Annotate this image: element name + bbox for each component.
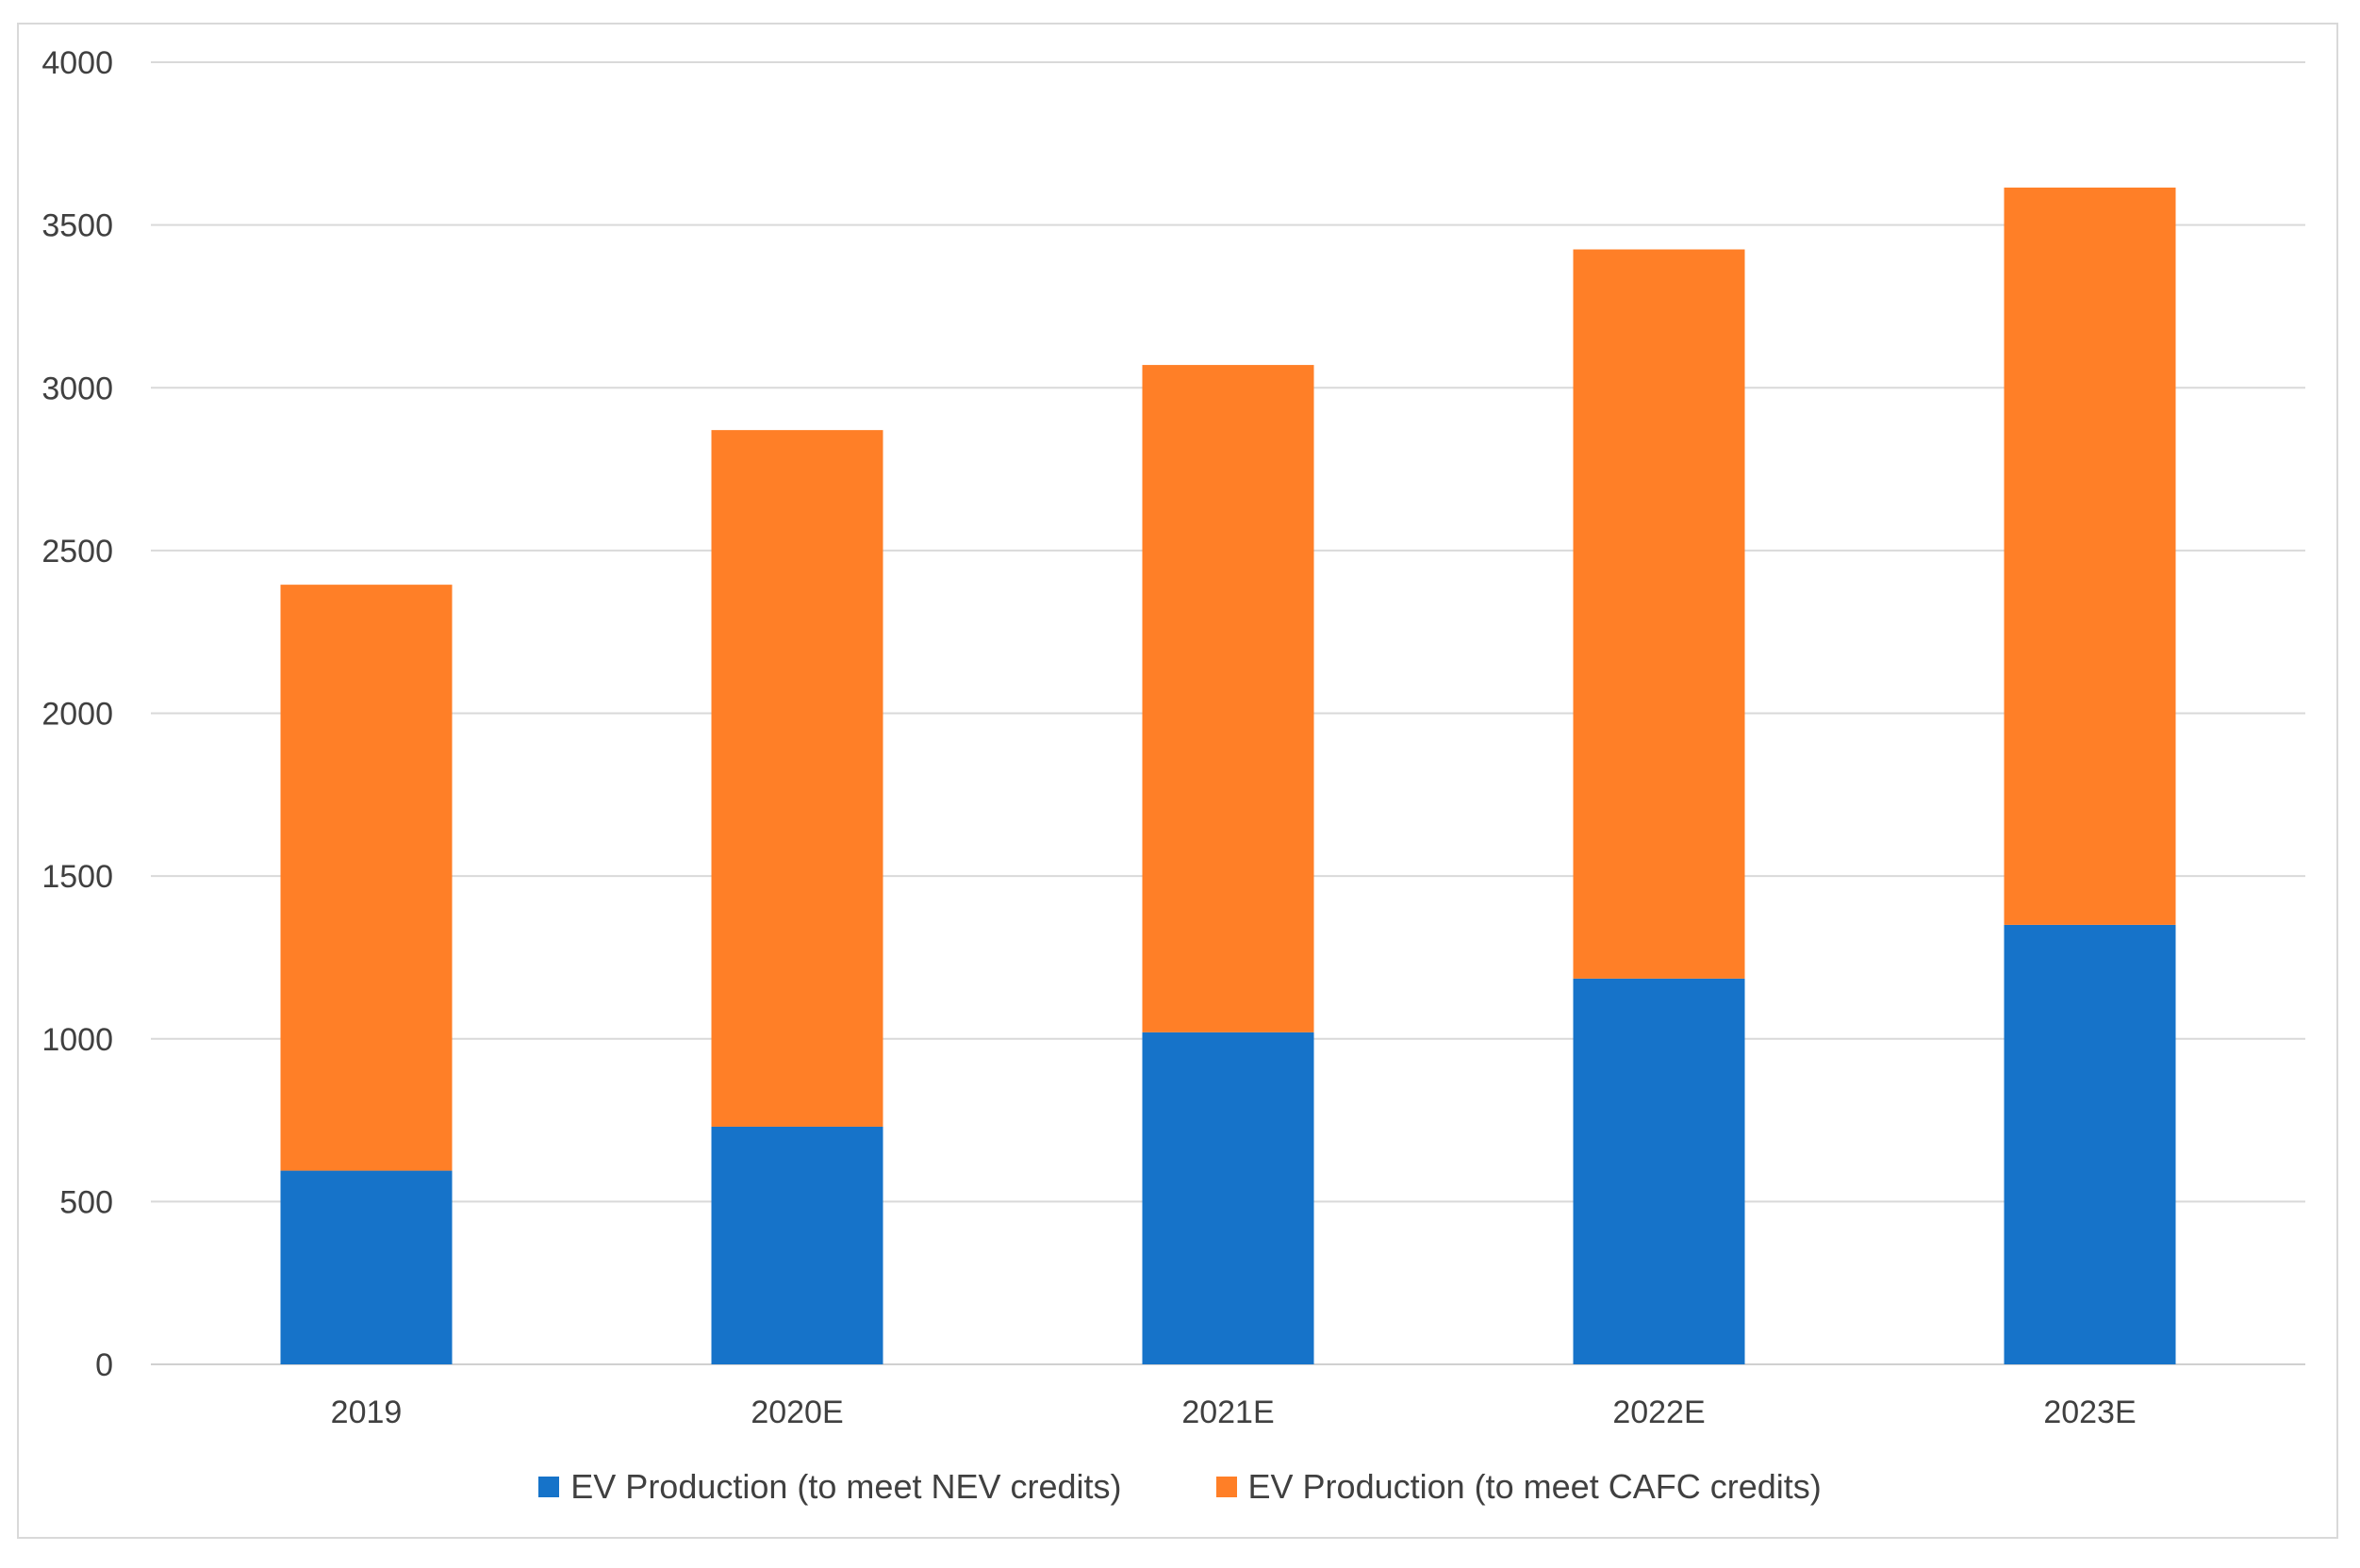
y-tick-label: 1500 xyxy=(41,859,113,895)
y-tick-label: 0 xyxy=(95,1347,113,1383)
bar-cafc-2023E[interactable] xyxy=(2004,187,2176,925)
x-tick-label: 2020E xyxy=(751,1395,843,1430)
y-tick-label: 1000 xyxy=(41,1022,113,1058)
bar-nev-2019[interactable] xyxy=(280,1170,453,1364)
bar-cafc-2019[interactable] xyxy=(280,585,453,1171)
bar-nev-2022E[interactable] xyxy=(1573,978,1745,1364)
y-tick-label: 2500 xyxy=(41,534,113,569)
x-axis-ticks: 2019 2020E 2021E 2022E 2023E xyxy=(331,1395,2137,1430)
bar-nev-2021E[interactable] xyxy=(1142,1032,1314,1364)
y-tick-label: 3500 xyxy=(41,208,113,244)
legend-label-cafc: EV Production (to meet CAFC credits) xyxy=(1247,1467,1822,1506)
y-tick-label: 500 xyxy=(59,1184,113,1220)
legend-item-cafc[interactable]: EV Production (to meet CAFC credits) xyxy=(1215,1467,1822,1507)
y-tick-label: 4000 xyxy=(41,45,113,81)
y-axis-ticks: 0 500 1000 1500 2000 2500 3000 3500 4000 xyxy=(41,45,113,1383)
y-tick-label: 3000 xyxy=(41,371,113,406)
bar-nev-2023E[interactable] xyxy=(2004,924,2176,1364)
legend-label-nev: EV Production (to meet NEV credits) xyxy=(570,1467,1122,1506)
bars xyxy=(280,187,2176,1364)
bar-cafc-2022E[interactable] xyxy=(1573,249,1745,979)
legend-item-nev[interactable]: EV Production (to meet NEV credits) xyxy=(538,1467,1122,1507)
x-tick-label: 2021E xyxy=(1181,1395,1274,1430)
x-tick-label: 2019 xyxy=(331,1395,403,1430)
x-tick-label: 2022E xyxy=(1612,1395,1705,1430)
x-tick-label: 2023E xyxy=(2043,1395,2136,1430)
legend-swatch-nev xyxy=(538,1477,560,1497)
y-tick-label: 2000 xyxy=(41,697,113,733)
bar-nev-2020E[interactable] xyxy=(711,1126,883,1364)
bar-cafc-2021E[interactable] xyxy=(1142,365,1314,1032)
legend: EV Production (to meet NEV credits) EV P… xyxy=(0,1463,2360,1510)
legend-swatch-cafc xyxy=(1215,1477,1237,1497)
bar-cafc-2020E[interactable] xyxy=(711,430,883,1127)
